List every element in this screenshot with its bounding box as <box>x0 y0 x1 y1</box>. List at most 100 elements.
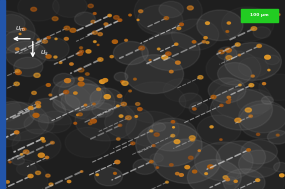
Circle shape <box>150 160 153 163</box>
Circle shape <box>9 161 11 163</box>
Circle shape <box>90 119 96 123</box>
Circle shape <box>34 37 69 61</box>
Circle shape <box>195 142 253 181</box>
Circle shape <box>92 31 97 34</box>
Circle shape <box>6 41 47 69</box>
Circle shape <box>64 90 69 94</box>
Circle shape <box>206 42 209 43</box>
Circle shape <box>136 122 202 167</box>
Circle shape <box>210 89 272 130</box>
Circle shape <box>267 130 285 144</box>
Circle shape <box>126 116 131 120</box>
Circle shape <box>93 41 96 43</box>
Circle shape <box>277 14 280 15</box>
Circle shape <box>33 113 39 117</box>
Circle shape <box>220 104 223 106</box>
Circle shape <box>47 36 50 39</box>
Circle shape <box>225 48 231 52</box>
Circle shape <box>78 77 84 81</box>
Circle shape <box>86 73 89 75</box>
Circle shape <box>17 162 36 176</box>
Circle shape <box>159 1 184 18</box>
Circle shape <box>175 43 178 45</box>
Circle shape <box>220 139 222 140</box>
Circle shape <box>114 72 128 81</box>
Circle shape <box>176 61 180 64</box>
Circle shape <box>216 141 266 174</box>
Bar <box>0 0 5 189</box>
Circle shape <box>166 181 168 183</box>
Circle shape <box>265 55 270 59</box>
Circle shape <box>19 33 21 35</box>
Circle shape <box>164 17 169 20</box>
Circle shape <box>70 28 76 32</box>
Circle shape <box>157 48 160 50</box>
Circle shape <box>149 60 151 61</box>
Circle shape <box>90 88 122 109</box>
Circle shape <box>125 39 127 41</box>
Circle shape <box>268 69 270 71</box>
Circle shape <box>154 139 221 183</box>
Circle shape <box>0 11 35 53</box>
Circle shape <box>64 26 70 30</box>
Circle shape <box>187 6 193 10</box>
Circle shape <box>212 80 272 119</box>
Circle shape <box>53 95 80 113</box>
Circle shape <box>93 103 95 105</box>
Circle shape <box>52 78 101 111</box>
Circle shape <box>118 19 122 21</box>
Circle shape <box>103 79 108 82</box>
Circle shape <box>98 33 102 36</box>
Circle shape <box>234 180 237 182</box>
Circle shape <box>227 22 231 24</box>
Circle shape <box>205 173 207 174</box>
Circle shape <box>36 105 40 108</box>
Circle shape <box>147 118 197 151</box>
Circle shape <box>172 19 219 50</box>
Circle shape <box>259 74 285 101</box>
Circle shape <box>189 102 208 115</box>
Circle shape <box>208 78 246 103</box>
Circle shape <box>247 149 250 151</box>
Circle shape <box>226 101 231 103</box>
Circle shape <box>95 167 123 186</box>
Circle shape <box>133 159 157 174</box>
Circle shape <box>235 118 241 122</box>
Circle shape <box>239 104 285 139</box>
Circle shape <box>245 108 251 112</box>
Circle shape <box>170 164 173 166</box>
Circle shape <box>6 181 9 183</box>
Circle shape <box>223 169 265 189</box>
Circle shape <box>12 156 25 165</box>
Circle shape <box>41 138 44 140</box>
Circle shape <box>198 150 200 151</box>
Circle shape <box>150 153 163 162</box>
Circle shape <box>280 174 284 177</box>
Circle shape <box>118 124 122 126</box>
Circle shape <box>114 16 119 19</box>
Circle shape <box>121 102 127 106</box>
Circle shape <box>42 40 48 43</box>
Circle shape <box>206 50 261 87</box>
Circle shape <box>249 84 254 87</box>
Circle shape <box>104 23 108 26</box>
Circle shape <box>235 43 240 46</box>
Circle shape <box>226 178 229 181</box>
Circle shape <box>105 106 154 139</box>
Circle shape <box>28 174 33 178</box>
Circle shape <box>134 0 202 34</box>
Circle shape <box>32 91 36 94</box>
Circle shape <box>15 70 21 74</box>
Circle shape <box>0 101 35 129</box>
Circle shape <box>70 63 73 65</box>
Circle shape <box>117 105 119 107</box>
Circle shape <box>65 127 110 157</box>
Circle shape <box>179 93 202 108</box>
Circle shape <box>117 94 122 98</box>
Circle shape <box>74 92 77 94</box>
Circle shape <box>74 122 77 124</box>
Circle shape <box>67 180 71 183</box>
Circle shape <box>274 162 285 172</box>
Circle shape <box>88 122 92 125</box>
Circle shape <box>15 131 19 134</box>
